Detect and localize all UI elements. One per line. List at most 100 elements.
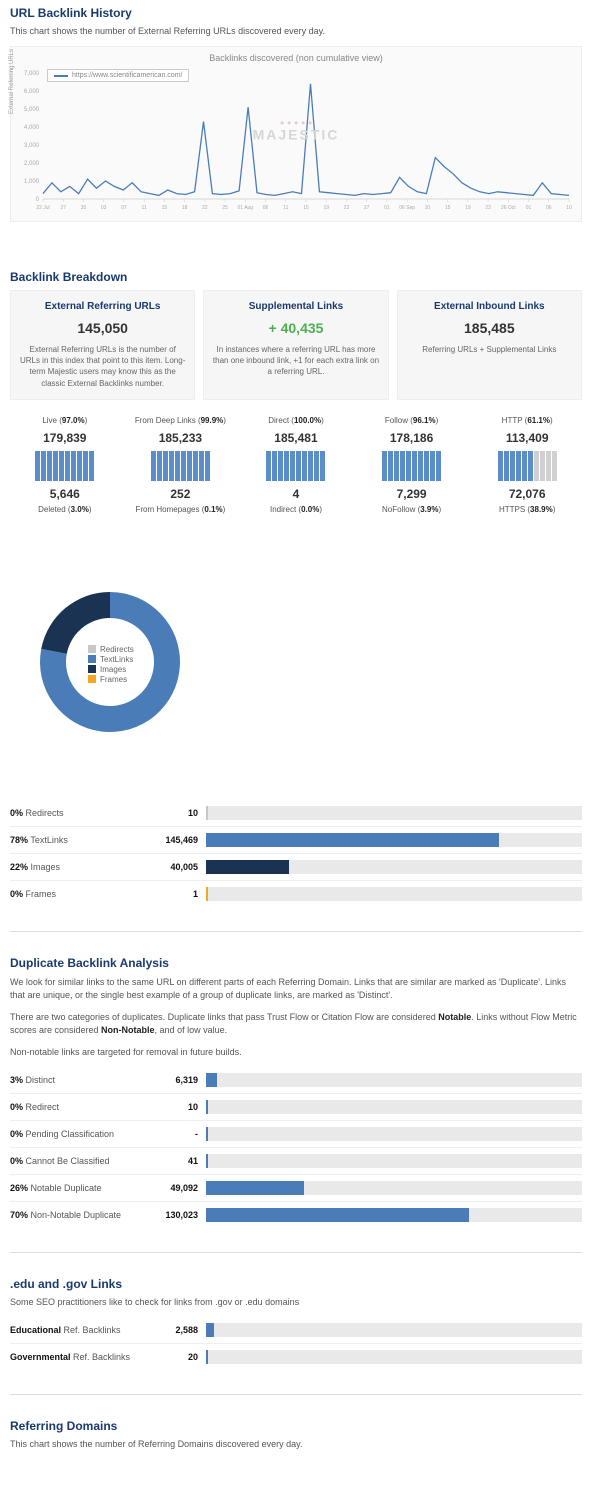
svg-text:10: 10 <box>566 205 572 211</box>
history-title: URL Backlink History <box>10 6 582 20</box>
hbar-value: 145,469 <box>148 835 198 845</box>
svg-text:7,000: 7,000 <box>24 71 40 77</box>
stat-barset <box>126 451 236 481</box>
hbar-label: 78% TextLinks <box>10 835 140 845</box>
hbar-label: 0% Redirect <box>10 1102 140 1112</box>
hbar-value: 20 <box>148 1352 198 1362</box>
divider <box>10 1394 582 1395</box>
hbar-value: 130,023 <box>148 1210 198 1220</box>
hbar-value: 49,092 <box>148 1183 198 1193</box>
stat-top-label: Live (97.0%) <box>10 416 120 425</box>
hbar-bar <box>206 1181 582 1195</box>
duplicate-bars: 3% Distinct6,3190% Redirect100% Pending … <box>10 1067 582 1228</box>
svg-text:22: 22 <box>202 205 208 211</box>
svg-text:5,000: 5,000 <box>24 107 40 113</box>
donut-chart: RedirectsTextLinksImagesFrames <box>30 582 582 742</box>
svg-text:06: 06 <box>263 205 269 211</box>
hbar-row: Governmental Ref. Backlinks 20 <box>10 1344 582 1370</box>
hbar-bar <box>206 1100 582 1114</box>
stat-bot-label: HTTPS (38.9%) <box>472 505 582 514</box>
card-value: 145,050 <box>19 320 186 336</box>
stat-barset <box>10 451 120 481</box>
hbar-bar <box>206 1127 582 1141</box>
svg-text:4,000: 4,000 <box>24 125 40 131</box>
stat-barset <box>241 451 351 481</box>
hbar-value: 10 <box>148 808 198 818</box>
hbar-row: 0% Frames1 <box>10 881 582 907</box>
stat-top-label: From Deep Links (99.9%) <box>126 416 236 425</box>
svg-text:2,000: 2,000 <box>24 161 40 167</box>
hbar-row: 26% Notable Duplicate49,092 <box>10 1175 582 1202</box>
svg-text:06: 06 <box>546 205 552 211</box>
svg-text:01: 01 <box>526 205 532 211</box>
hbar-value: 1 <box>148 889 198 899</box>
card-value: + 40,435 <box>212 320 379 336</box>
svg-text:3,000: 3,000 <box>24 143 40 149</box>
svg-text:1,000: 1,000 <box>24 179 40 185</box>
stat-top-value: 113,409 <box>472 431 582 445</box>
stat-column: HTTP (61.1%)113,40972,076HTTPS (38.9%) <box>472 416 582 514</box>
stat-barset <box>472 451 582 481</box>
svg-text:01: 01 <box>384 205 390 211</box>
svg-text:27: 27 <box>364 205 370 211</box>
stat-bot-label: From Homepages (0.1%) <box>126 505 236 514</box>
hbar-row: 78% TextLinks 145,469 <box>10 827 582 854</box>
svg-text:18: 18 <box>182 205 188 211</box>
hbar-row: 22% Images40,005 <box>10 854 582 881</box>
svg-text:01 Aug: 01 Aug <box>238 205 254 211</box>
hbar-bar <box>206 1350 582 1364</box>
duplicate-p3: Non-notable links are targeted for remov… <box>10 1046 582 1060</box>
hbar-row: 0% Redirect 10 <box>10 1094 582 1121</box>
stat-column: Direct (100.0%) 185,481 4 Indirect (0.0%) <box>241 416 351 514</box>
hbar-bar <box>206 1208 582 1222</box>
hbar-label: 70% Non-Notable Duplicate <box>10 1210 140 1220</box>
card-value: 185,485 <box>406 320 573 336</box>
donut-legend-item: TextLinks <box>88 655 134 664</box>
donut-legend-item: Frames <box>88 675 134 684</box>
hbar-row: 70% Non-Notable Duplicate 130,023 <box>10 1202 582 1228</box>
svg-text:23: 23 <box>485 205 491 211</box>
stat-bot-value: 4 <box>241 487 351 501</box>
hbar-row: 0% Cannot Be Classified41 <box>10 1148 582 1175</box>
card-title: Supplemental Links <box>212 301 379 312</box>
breakdown-card: External Referring URLs145,050External R… <box>10 290 195 400</box>
svg-text:15: 15 <box>162 205 168 211</box>
card-desc: Referring URLs + Supplemental Links <box>406 344 573 355</box>
hbar-label: 3% Distinct <box>10 1075 140 1085</box>
svg-text:0: 0 <box>36 197 40 203</box>
stat-top-label: Direct (100.0%) <box>241 416 351 425</box>
svg-text:25: 25 <box>222 205 228 211</box>
hbar-label: Governmental Ref. Backlinks <box>10 1352 140 1362</box>
hbar-value: 10 <box>148 1102 198 1112</box>
breakdown-card: External Inbound Links185,485Referring U… <box>397 290 582 400</box>
divider <box>10 931 582 932</box>
stat-top-value: 178,186 <box>357 431 467 445</box>
hbar-bar <box>206 1154 582 1168</box>
svg-text:07: 07 <box>121 205 127 211</box>
hbar-label: 0% Redirects <box>10 808 140 818</box>
stat-top-value: 185,481 <box>241 431 351 445</box>
svg-text:23: 23 <box>344 205 350 211</box>
stat-column: Live (97.0%)179,8395,646Deleted (3.0%) <box>10 416 120 514</box>
svg-text:22 Jul: 22 Jul <box>36 205 49 211</box>
line-chart-svg: 01,0002,0003,0004,0005,0006,0007,00022 J… <box>15 67 575 217</box>
duplicate-p2: There are two categories of duplicates. … <box>10 1011 582 1038</box>
refdomains-desc: This chart shows the number of Referring… <box>10 1439 582 1449</box>
refdomains-title: Referring Domains <box>10 1419 582 1433</box>
svg-text:11: 11 <box>283 205 288 211</box>
stat-top-value: 185,233 <box>126 431 236 445</box>
stat-bot-value: 5,646 <box>10 487 120 501</box>
svg-text:03: 03 <box>101 205 107 211</box>
stat-bot-label: Indirect (0.0%) <box>241 505 351 514</box>
hbar-value: 6,319 <box>148 1075 198 1085</box>
svg-text:15: 15 <box>445 205 451 211</box>
svg-text:10: 10 <box>425 205 431 211</box>
svg-text:06 Sep: 06 Sep <box>399 205 415 211</box>
stat-column: From Deep Links (99.9%)185,233252From Ho… <box>126 416 236 514</box>
hbar-bar <box>206 1073 582 1087</box>
hbar-bar <box>206 833 582 847</box>
hbar-row: 3% Distinct 6,319 <box>10 1067 582 1094</box>
edugov-bars: Educational Ref. Backlinks2,588Governmen… <box>10 1317 582 1370</box>
hbar-value: - <box>148 1129 198 1139</box>
hbar-bar <box>206 887 582 901</box>
